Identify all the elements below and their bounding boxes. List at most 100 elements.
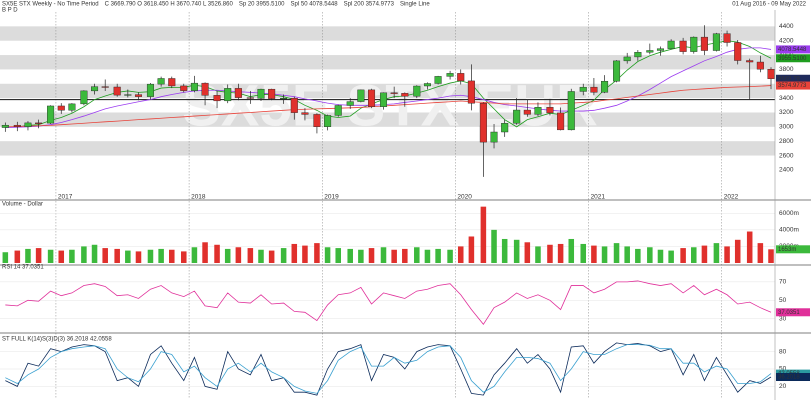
header-text: Spl 200 3574.9773 [344,2,395,8]
volume-bar [125,250,131,263]
candle-body [613,60,621,82]
panel-title: RSI 14 37.0351 [2,265,44,271]
candle-body [157,78,165,85]
volume-bar [58,250,65,263]
volume-bar [224,248,231,263]
y-tick-label: 80 [779,348,787,355]
volume-bar [557,243,564,263]
candle-body [623,56,631,62]
candle-body [712,33,720,51]
volume-bar [247,248,254,263]
candle-body [746,60,754,63]
candle-body [124,94,132,96]
volume-bar [91,244,98,263]
volume-bar [757,243,764,263]
candle-body [134,94,143,97]
candle-body [734,42,742,61]
header-text: C 3669.790 O 3618.450 H 3670.740 L 3526.… [105,2,234,8]
candle-body [68,103,76,111]
volume-bar [14,250,21,263]
candle-body [190,82,198,91]
value-tag-label: 36.2018 [778,375,800,381]
volume-bar [691,247,697,263]
panel-title: Volume - Dollar [2,202,43,208]
candle-body [557,112,565,131]
candle-body [567,91,575,131]
candle-body [268,88,276,99]
candle-body [35,122,43,124]
candle-body [280,98,288,100]
candle-body [47,105,55,124]
volume-bar [180,251,187,263]
grid-band [0,26,775,41]
candle-body [434,76,442,84]
candle-body [257,88,265,99]
candle-body [767,69,775,79]
candle-body [367,89,376,107]
value-tag-label: 3574.9773 [778,83,807,89]
volume-bar [524,242,531,263]
x-tick-label: 2020 [457,194,472,201]
candle-body [656,48,665,51]
candle-body [146,83,154,97]
candle-body [180,85,188,91]
volume-bar [268,250,275,263]
header-text: SX5E STX Weekly - No Time Period [2,2,99,8]
y-tick-label: 2600 [779,152,794,159]
x-tick-label: 2018 [191,194,206,201]
candle-body [579,86,587,92]
y-tick-label: 3000 [779,124,794,131]
candle-body [80,90,88,105]
x-tick-label: 2021 [591,194,606,201]
volume-bar [668,250,674,263]
candle-body [534,107,542,115]
y-tick-label: 20 [779,383,787,390]
volume-bar [457,246,464,263]
candle-body [1,124,9,128]
grid-band [0,55,775,70]
volume-bar [624,246,630,263]
volume-bar [447,249,453,263]
x-tick-label: 2019 [324,194,339,201]
line-series [5,344,772,394]
header-text: Sp 20 3955.5100 [239,2,285,8]
candle-body [590,86,598,93]
volume-bar [47,249,54,263]
volume-bar [713,243,720,263]
y-tick-label: 3400 [779,95,794,102]
y-tick-label: 3800 [779,66,794,73]
value-tag-label: 4078.5448 [778,47,807,53]
value-tag [776,45,810,54]
volume-bar [391,249,397,263]
volume-bar [513,239,520,263]
candle-body [490,131,498,143]
y-tick-label: 2400 [779,167,794,174]
volume-bar [69,249,75,263]
volume-bar [302,245,308,263]
y-tick-label: 4200 [779,37,794,44]
candle-body [234,88,242,98]
line-series [5,40,772,128]
candle-body [646,50,654,53]
volume-bar [724,246,730,263]
volume-bar [202,242,208,263]
volume-bar [414,247,420,263]
volume-bar [468,236,475,263]
volume-bar [402,248,408,263]
x-tick-label: 2017 [58,194,73,201]
candle-body [346,101,354,106]
volume-bar [380,247,387,263]
volume-bar [258,249,264,263]
candle-body [101,86,109,88]
candle-body [423,83,431,87]
candle-body [467,80,475,104]
candle-body [667,40,675,49]
volume-bar [81,246,87,263]
candle-body [756,61,764,70]
volume-bar [158,248,164,263]
candle-body [334,105,342,116]
volume-bar [314,243,320,263]
value-tag [776,81,810,90]
header-text: Single Line [400,2,430,8]
